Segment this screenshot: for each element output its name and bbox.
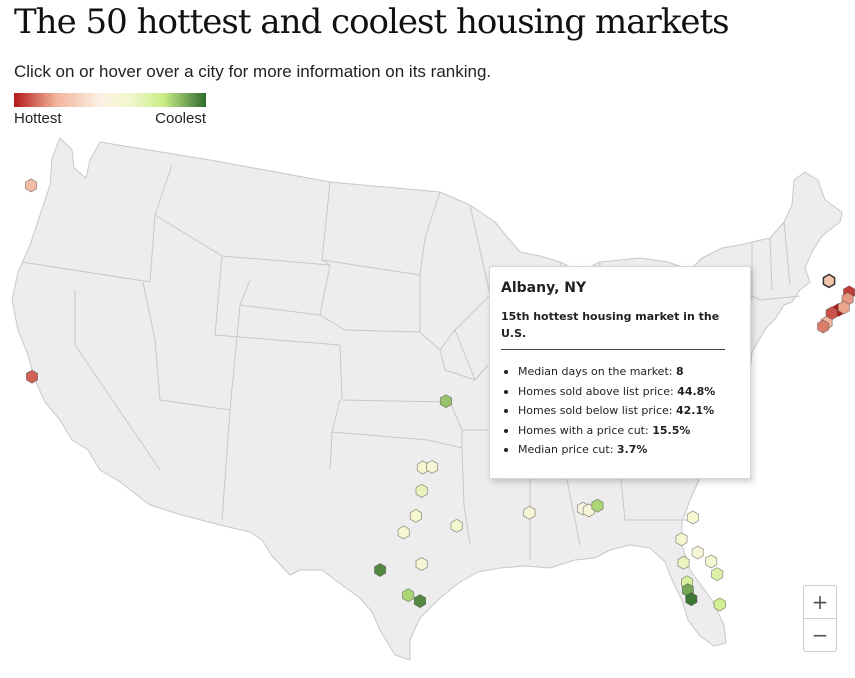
tooltip-stat-item: Homes with a price cut: 15.5% bbox=[501, 421, 739, 441]
city-marker[interactable] bbox=[409, 508, 422, 523]
city-marker[interactable] bbox=[713, 597, 726, 612]
city-tooltip: Albany, NY 15th hottest housing market i… bbox=[489, 266, 751, 479]
tooltip-stat-item: Median days on the market: 8 bbox=[501, 362, 739, 382]
city-marker[interactable] bbox=[591, 498, 604, 513]
tooltip-stats: Median days on the market: 8 Homes sold … bbox=[501, 362, 739, 460]
city-marker[interactable] bbox=[711, 567, 724, 582]
city-marker[interactable] bbox=[686, 510, 699, 525]
city-marker[interactable] bbox=[413, 594, 427, 609]
legend-coolest-label: Coolest bbox=[155, 110, 206, 127]
tooltip-rank: 15th hottest housing market in the U.S. bbox=[501, 308, 725, 350]
stat-value: 42.1% bbox=[675, 404, 715, 417]
city-marker[interactable] bbox=[822, 273, 836, 289]
city-marker[interactable] bbox=[817, 319, 830, 334]
stat-label: Homes sold above list price: bbox=[518, 384, 674, 398]
city-marker[interactable] bbox=[837, 300, 850, 315]
city-marker[interactable] bbox=[523, 505, 536, 520]
tooltip-stat-item: Homes sold above list price: 44.8% bbox=[501, 382, 739, 402]
city-marker[interactable] bbox=[415, 483, 428, 498]
stat-value: 8 bbox=[675, 365, 684, 378]
city-marker[interactable] bbox=[677, 555, 690, 570]
city-marker[interactable] bbox=[685, 592, 698, 607]
city-marker[interactable] bbox=[24, 178, 38, 193]
stat-value: 44.8% bbox=[677, 384, 716, 398]
page-title: The 50 hottest and coolest housing marke… bbox=[14, 2, 730, 42]
zoom-out-button[interactable]: − bbox=[804, 618, 836, 651]
city-marker[interactable] bbox=[450, 518, 463, 533]
tooltip-city-name: Albany, NY bbox=[501, 280, 587, 296]
markers-layer bbox=[24, 178, 855, 612]
city-marker[interactable] bbox=[397, 525, 410, 540]
legend-hottest-label: Hottest bbox=[14, 110, 62, 127]
stat-label: Median days on the market: bbox=[518, 365, 673, 378]
city-marker[interactable] bbox=[691, 545, 704, 560]
city-marker[interactable] bbox=[675, 532, 688, 547]
city-marker[interactable] bbox=[425, 459, 439, 474]
stat-label: Homes sold below list price: bbox=[518, 404, 673, 417]
tooltip-stat-item: Homes sold below list price: 42.1% bbox=[501, 401, 739, 421]
color-legend: Hottest Coolest bbox=[14, 93, 206, 127]
stat-value: 3.7% bbox=[616, 443, 648, 456]
zoom-in-button[interactable]: + bbox=[811, 590, 829, 614]
tooltip-stat-item: Median price cut: 3.7% bbox=[501, 440, 739, 460]
stat-label: Median price cut: bbox=[518, 443, 614, 456]
stat-label: Homes with a price cut: bbox=[518, 423, 649, 437]
city-marker[interactable] bbox=[374, 563, 387, 577]
city-marker[interactable] bbox=[25, 369, 38, 384]
zoom-control: + − bbox=[803, 585, 837, 652]
legend-labels: Hottest Coolest bbox=[14, 110, 206, 127]
city-marker[interactable] bbox=[402, 588, 415, 603]
legend-gradient-bar bbox=[14, 93, 206, 107]
city-marker[interactable] bbox=[705, 554, 718, 569]
stat-value: 15.5% bbox=[652, 423, 691, 437]
city-marker[interactable] bbox=[415, 557, 428, 571]
page-subtitle: Click on or hover over a city for more i… bbox=[14, 62, 492, 81]
city-marker[interactable] bbox=[439, 394, 453, 409]
